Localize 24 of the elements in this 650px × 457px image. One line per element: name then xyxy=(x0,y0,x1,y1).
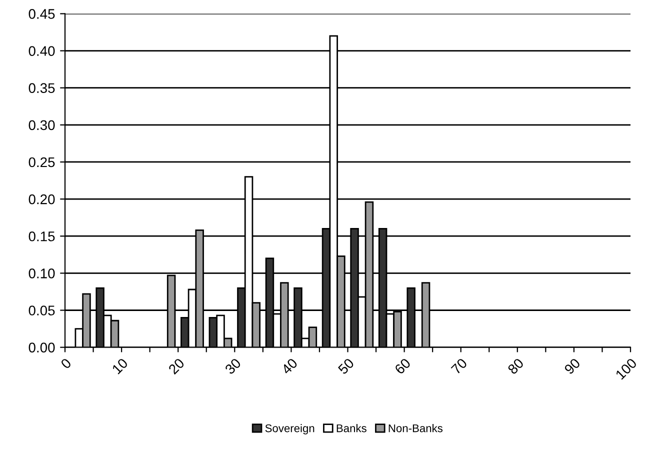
x-tick-label: 100 xyxy=(615,358,638,380)
x-tick-label: 20 xyxy=(168,358,185,375)
x-tick-label: 30 xyxy=(224,358,242,375)
legend-label: Banks xyxy=(336,424,366,432)
x-tick-label: 60 xyxy=(394,358,412,375)
y-tick-label: 0.35 xyxy=(28,83,55,94)
x-tick-label: 90 xyxy=(564,358,581,375)
y-tick-label: 0.10 xyxy=(28,268,55,278)
y-tick-label: 0.30 xyxy=(28,120,55,130)
y-tick-label: 0.00 xyxy=(28,342,55,352)
x-tick-label: 70 xyxy=(450,358,468,375)
y-tick-label: 0.05 xyxy=(28,306,55,316)
y-tick-label: 0.45 xyxy=(28,9,55,19)
y-tick-label: 0.20 xyxy=(28,194,55,204)
y-tick-label: 0.25 xyxy=(28,157,55,168)
legend-label: Sovereign xyxy=(265,424,314,434)
x-tick-label: 40 xyxy=(280,358,298,375)
y-tick-label: 0.40 xyxy=(28,46,55,56)
legend-label: Non-Banks xyxy=(388,424,443,432)
x-tick-label: 80 xyxy=(507,358,524,375)
x-tick-label: 50 xyxy=(337,358,355,375)
x-tick-label: 10 xyxy=(112,358,128,374)
x-tick-label: 0 xyxy=(60,358,72,370)
y-tick-label: 0.15 xyxy=(28,231,55,242)
